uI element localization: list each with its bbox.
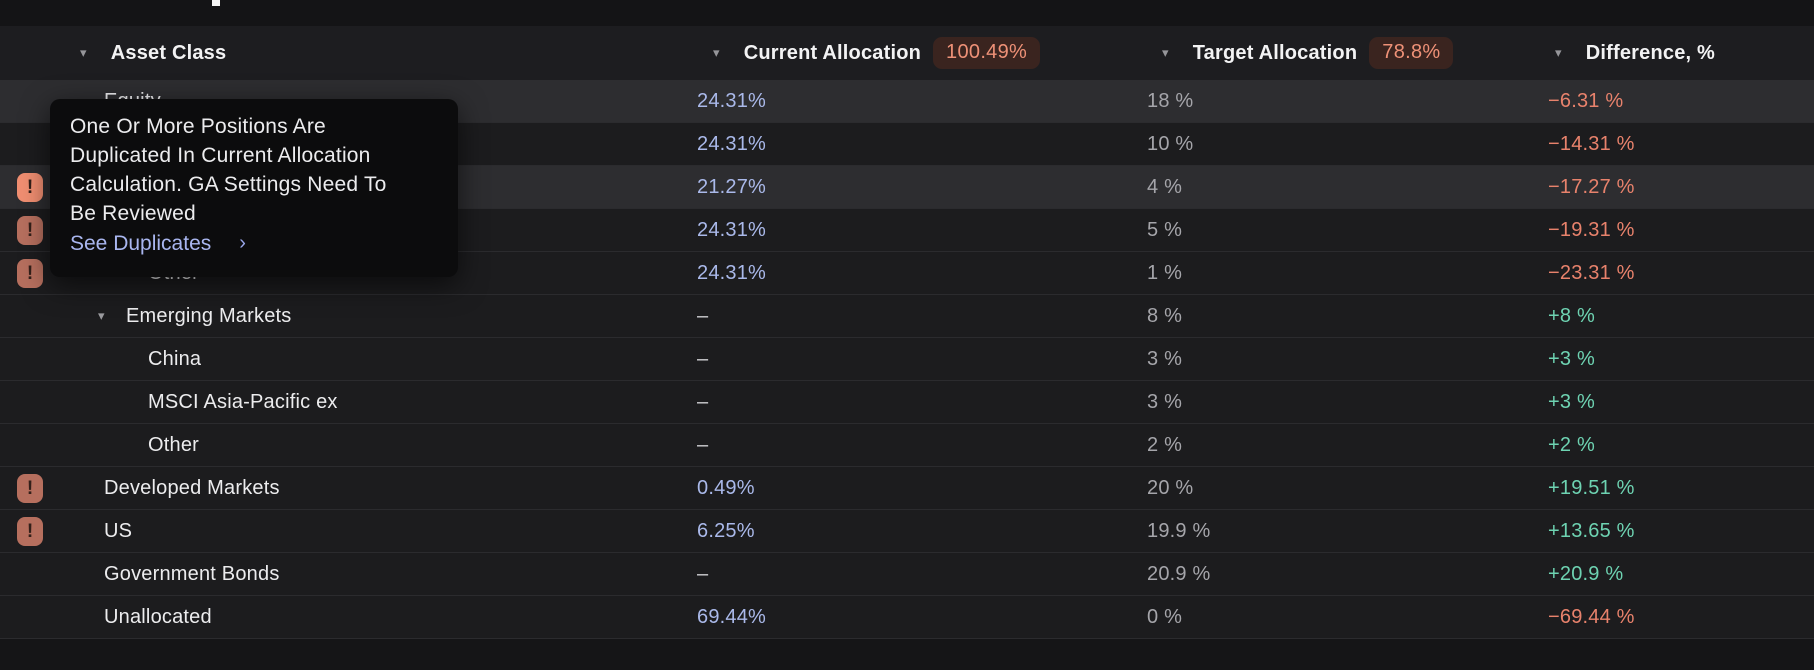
target-allocation-value: 1 % xyxy=(1147,262,1183,284)
chevron-right-icon[interactable]: › xyxy=(239,232,246,254)
table-row[interactable]: Other – 2 % +2 % xyxy=(0,424,1814,467)
target-allocation-value: 4 % xyxy=(1147,176,1183,198)
current-allocation-value: – xyxy=(697,391,709,413)
tooltip-text-line: Duplicated In Current Allocation xyxy=(70,144,371,167)
table-row[interactable]: Government Bonds – 20.9 % +20.9 % xyxy=(0,553,1814,596)
target-allocation-value: 2 % xyxy=(1147,434,1183,456)
table-row[interactable]: MSCI Asia-Pacific ex – 3 % +3 % xyxy=(0,381,1814,424)
difference-value: −69.44 % xyxy=(1548,606,1635,628)
current-allocation-value: 69.44% xyxy=(697,606,767,628)
target-allocation-value: 0 % xyxy=(1147,606,1183,628)
difference-value: −23.31 % xyxy=(1548,262,1635,284)
current-allocation-value: 21.27% xyxy=(697,176,767,198)
difference-value: +19.51 % xyxy=(1548,477,1635,499)
current-allocation-value: 24.31% xyxy=(697,133,767,155)
current-allocation-value: – xyxy=(697,305,709,327)
sort-chevron-icon[interactable]: ▾ xyxy=(1555,45,1562,61)
current-allocation-total-badge: 100.49% xyxy=(933,37,1041,69)
warning-icon[interactable]: ! xyxy=(17,259,43,288)
target-allocation-total-badge: 78.8% xyxy=(1369,37,1454,69)
warning-icon[interactable]: ! xyxy=(17,517,43,546)
target-allocation-value: 3 % xyxy=(1147,391,1183,413)
column-header-current-allocation[interactable]: ▾ Current Allocation 100.49% xyxy=(713,26,1041,80)
table-row[interactable]: Unallocated 69.44% 0 % −69.44 % xyxy=(0,596,1814,639)
difference-value: −14.31 % xyxy=(1548,133,1635,155)
page-top-strip xyxy=(0,0,1814,26)
table-row[interactable]: ! US 6.25% 19.9 % +13.65 % xyxy=(0,510,1814,553)
difference-value: +8 % xyxy=(1548,305,1595,327)
tooltip-text-line: Be Reviewed xyxy=(70,202,196,225)
target-allocation-value: 8 % xyxy=(1147,305,1183,327)
target-allocation-value: 20.9 % xyxy=(1147,563,1211,585)
sort-chevron-icon[interactable]: ▾ xyxy=(80,45,87,61)
target-allocation-value: 20 % xyxy=(1147,477,1194,499)
target-allocation-value: 18 % xyxy=(1147,90,1194,112)
tooltip-text-line: One Or More Positions Are xyxy=(70,115,326,138)
column-header-difference[interactable]: ▾ Difference, % xyxy=(1555,26,1715,80)
table-row[interactable]: ▾ Emerging Markets – 8 % +8 % xyxy=(0,295,1814,338)
warning-icon[interactable]: ! xyxy=(17,474,43,503)
column-label: Asset Class xyxy=(110,41,227,64)
tooltip-text-line: Calculation. GA Settings Need To xyxy=(70,173,387,196)
asset-class-name: US xyxy=(104,520,133,542)
asset-class-name: Emerging Markets xyxy=(126,305,292,327)
difference-value: +20.9 % xyxy=(1548,563,1624,585)
current-allocation-value: – xyxy=(697,348,709,370)
asset-class-name: MSCI Asia-Pacific ex xyxy=(148,391,338,413)
sort-chevron-icon[interactable]: ▾ xyxy=(1162,45,1169,61)
clipped-title-fragment xyxy=(212,0,220,6)
table-row[interactable]: ! Developed Markets 0.49% 20 % +19.51 % xyxy=(0,467,1814,510)
difference-value: −6.31 % xyxy=(1548,90,1624,112)
asset-class-name: Other xyxy=(148,434,200,456)
current-allocation-value: 0.49% xyxy=(697,477,755,499)
chevron-down-icon[interactable]: ▾ xyxy=(98,309,105,324)
target-allocation-value: 10 % xyxy=(1147,133,1194,155)
table-row[interactable]: China – 3 % +3 % xyxy=(0,338,1814,381)
column-label: Target Allocation xyxy=(1192,41,1358,64)
target-allocation-value: 19.9 % xyxy=(1147,520,1211,542)
warning-icon[interactable]: ! xyxy=(17,216,43,245)
asset-class-name: Developed Markets xyxy=(104,477,280,499)
column-header-asset-class[interactable]: ▾ Asset Class xyxy=(80,26,226,80)
target-allocation-value: 5 % xyxy=(1147,219,1183,241)
current-allocation-value: 24.31% xyxy=(697,219,767,241)
difference-value: +3 % xyxy=(1548,348,1595,370)
asset-class-name: China xyxy=(148,348,202,370)
column-label: Current Allocation xyxy=(743,41,922,64)
sort-chevron-icon[interactable]: ▾ xyxy=(713,45,720,61)
current-allocation-value: 24.31% xyxy=(697,262,767,284)
asset-class-name: Government Bonds xyxy=(104,563,280,585)
column-header-target-allocation[interactable]: ▾ Target Allocation 78.8% xyxy=(1162,26,1454,80)
current-allocation-value: 24.31% xyxy=(697,90,767,112)
current-allocation-value: – xyxy=(697,563,709,585)
current-allocation-value: – xyxy=(697,434,709,456)
column-label: Difference, % xyxy=(1585,41,1716,64)
target-allocation-value: 3 % xyxy=(1147,348,1183,370)
see-duplicates-link[interactable]: See Duplicates xyxy=(70,232,212,255)
page-bottom-area xyxy=(0,639,1814,670)
table-header: ▾ Asset Class ▾ Current Allocation 100.4… xyxy=(0,26,1814,80)
difference-value: −19.31 % xyxy=(1548,219,1635,241)
warning-icon[interactable]: ! xyxy=(17,173,43,202)
difference-value: −17.27 % xyxy=(1548,176,1635,198)
duplicates-warning-tooltip: One Or More Positions Are Duplicated In … xyxy=(50,99,458,277)
current-allocation-value: 6.25% xyxy=(697,520,755,542)
difference-value: +13.65 % xyxy=(1548,520,1635,542)
difference-value: +3 % xyxy=(1548,391,1595,413)
asset-class-name: Unallocated xyxy=(104,606,212,628)
difference-value: +2 % xyxy=(1548,434,1595,456)
